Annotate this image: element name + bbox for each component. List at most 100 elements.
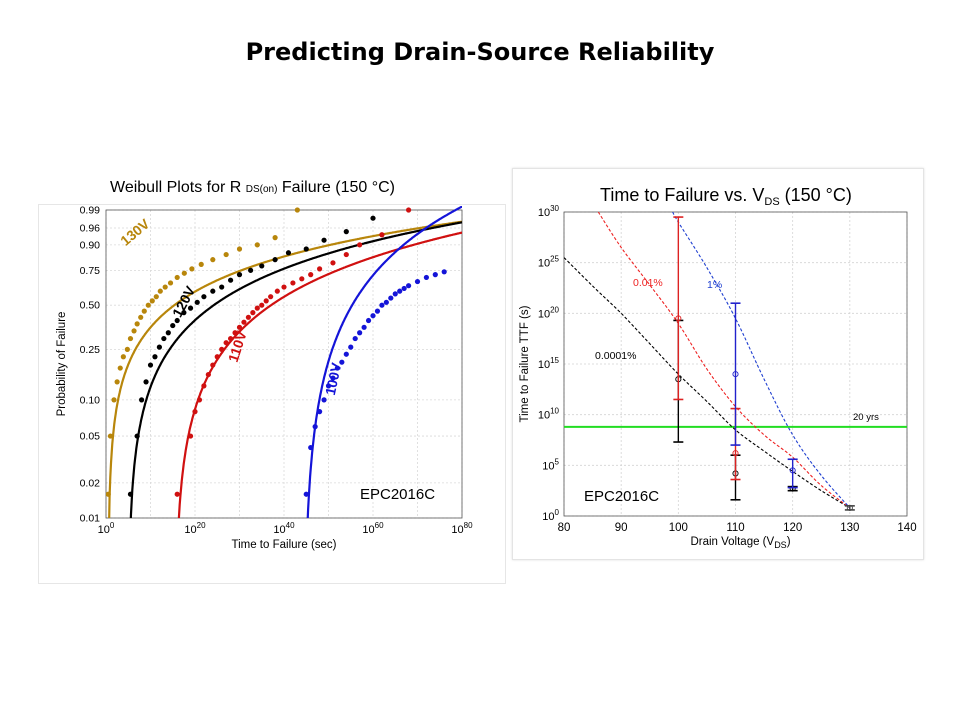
weibull-point-120V — [228, 277, 234, 283]
ttf-x-tick-label: 120 — [783, 522, 802, 534]
weibull-point-120V — [139, 397, 145, 403]
weibull-point-100V — [406, 283, 412, 289]
weibull-point-130V — [210, 257, 216, 263]
weibull-x-tick-label: 100 — [98, 521, 115, 536]
weibull-point-100V — [383, 299, 389, 305]
weibull-chart: 0.01 0.02 0.05 0.10 0.25 0.50 0.75 0.90 0.96 0.99… — [56, 205, 473, 552]
weibull-point-110V — [330, 260, 336, 266]
weibull-y-tick-label: 0.05 — [80, 431, 101, 443]
weibull-point-110V — [232, 330, 238, 336]
ttf-y-tick-label: 100 — [542, 508, 559, 523]
weibull-point-120V — [152, 354, 158, 360]
weibull-x-axis-label: Time to Failure (sec) — [231, 539, 336, 551]
ttf-reference-label: 20 yrs — [853, 412, 879, 423]
weibull-point-120V — [134, 433, 140, 439]
weibull-point-110V — [281, 284, 287, 290]
weibull-y-tick-label: 0.96 — [80, 223, 101, 235]
ttf-title-subscript: DS — [764, 196, 780, 208]
weibull-point-120V — [321, 237, 327, 243]
weibull-point-130V — [138, 314, 144, 320]
weibull-point-130V — [198, 261, 204, 267]
weibull-point-100V — [441, 269, 447, 275]
weibull-point-110V — [241, 319, 247, 325]
weibull-point-120V — [370, 215, 376, 221]
weibull-point-130V — [107, 433, 114, 439]
weibull-point-110V — [299, 276, 305, 282]
weibull-chart-title: Weibull Plots for R DS(on) Failure (150 … — [110, 179, 395, 197]
weibull-fit-curve-110V — [177, 231, 462, 518]
ttf-plot-area: 80 90 100 110 120 130 140 100 105 1010 1015 1020 102… — [519, 204, 917, 550]
ttf-error-center — [846, 504, 853, 511]
weibull-point-100V — [334, 365, 340, 371]
weibull-point-120V — [248, 267, 254, 273]
weibull-point-100V — [317, 409, 323, 415]
weibull-point-120V — [194, 299, 200, 305]
weibull-point-130V — [127, 335, 134, 342]
weibull-plot-border — [105, 209, 463, 519]
weibull-y-axis-label: Probability of Failure — [56, 312, 68, 417]
ttf-title-main: Time to Failure vs. V — [600, 185, 765, 205]
ttf-y-tick-label: 1025 — [538, 255, 560, 270]
weibull-point-110V — [308, 272, 314, 278]
ttf-error-center — [789, 467, 796, 474]
weibull-point-120V — [236, 272, 243, 278]
weibull-point-100V — [423, 274, 429, 281]
weibull-point-110V — [228, 335, 234, 342]
weibull-annotation: EPC2016C — [360, 486, 435, 503]
weibull-y-tick-label: 0.50 — [80, 300, 101, 312]
weibull-point-130V — [189, 266, 195, 272]
weibull-point-110V — [268, 294, 274, 300]
weibull-point-110V — [192, 409, 198, 415]
weibull-chart-panel: Weibull Plots for R DS(on) Failure (150 … — [38, 176, 506, 584]
weibull-fit-curve-120V — [129, 221, 462, 518]
ttf-plot-border — [563, 211, 908, 517]
ttf-x-axis-label: Drain Voltage (VDS) — [690, 536, 790, 550]
ttf-x-tick-label: 80 — [558, 522, 571, 534]
weibull-point-120V — [285, 250, 292, 256]
ttf-chart: 80 90 100 110 120 130 140 100 105 1010 1015 1020 102… — [519, 204, 917, 550]
weibull-point-130V — [294, 207, 300, 213]
weibull-point-110V — [343, 251, 349, 258]
weibull-point-120V — [201, 294, 207, 300]
weibull-point-100V — [303, 491, 309, 497]
weibull-y-tick-label: 0.10 — [80, 394, 101, 406]
ttf-chart-title: Time to Failure vs. VDS (150 °C) — [600, 185, 852, 208]
ttf-x-tick-label: 90 — [615, 522, 628, 534]
weibull-point-100V — [321, 397, 327, 403]
weibull-point-100V — [348, 344, 354, 350]
weibull-point-130V — [149, 298, 155, 304]
weibull-point-130V — [131, 328, 137, 334]
weibull-point-120V — [219, 284, 225, 290]
weibull-point-120V — [181, 310, 187, 316]
weibull-point-130V — [181, 270, 187, 276]
ttf-series-label: 0.01% — [633, 277, 663, 289]
weibull-y-tick-label: 0.75 — [80, 265, 101, 277]
weibull-point-100V — [432, 272, 438, 278]
weibull-point-120V — [174, 317, 180, 324]
weibull-point-110V — [223, 340, 229, 346]
weibull-point-100V — [312, 424, 318, 430]
weibull-x-tick-label: 1060 — [362, 521, 384, 536]
weibull-point-130V — [134, 321, 140, 327]
ttf-y-tick-label: 1015 — [538, 356, 560, 371]
weibull-point-110V — [205, 371, 211, 378]
ttf-x-tick-label: 100 — [669, 522, 688, 534]
weibull-point-110V — [406, 207, 412, 213]
weibull-point-120V — [343, 229, 349, 235]
weibull-point-110V — [357, 242, 363, 248]
weibull-plot-area: 0.01 0.02 0.05 0.10 0.25 0.50 0.75 0.90 0.96 0.99… — [56, 205, 473, 552]
weibull-point-120V — [303, 246, 309, 252]
weibull-point-120V — [210, 288, 216, 294]
weibull-point-100V — [325, 383, 332, 389]
weibull-series-label: 100V — [322, 361, 345, 397]
weibull-point-110V — [236, 324, 243, 330]
weibull-point-130V — [117, 365, 123, 371]
weibull-point-100V — [374, 308, 381, 314]
weibull-point-130V — [111, 397, 117, 403]
ttf-series-label: 0.0001% — [595, 350, 636, 362]
ttf-series-curve-1% — [672, 212, 851, 509]
weibull-point-130V — [106, 491, 111, 497]
weibull-point-100V — [339, 359, 345, 365]
weibull-point-130V — [174, 274, 180, 281]
weibull-point-110V — [174, 491, 180, 497]
